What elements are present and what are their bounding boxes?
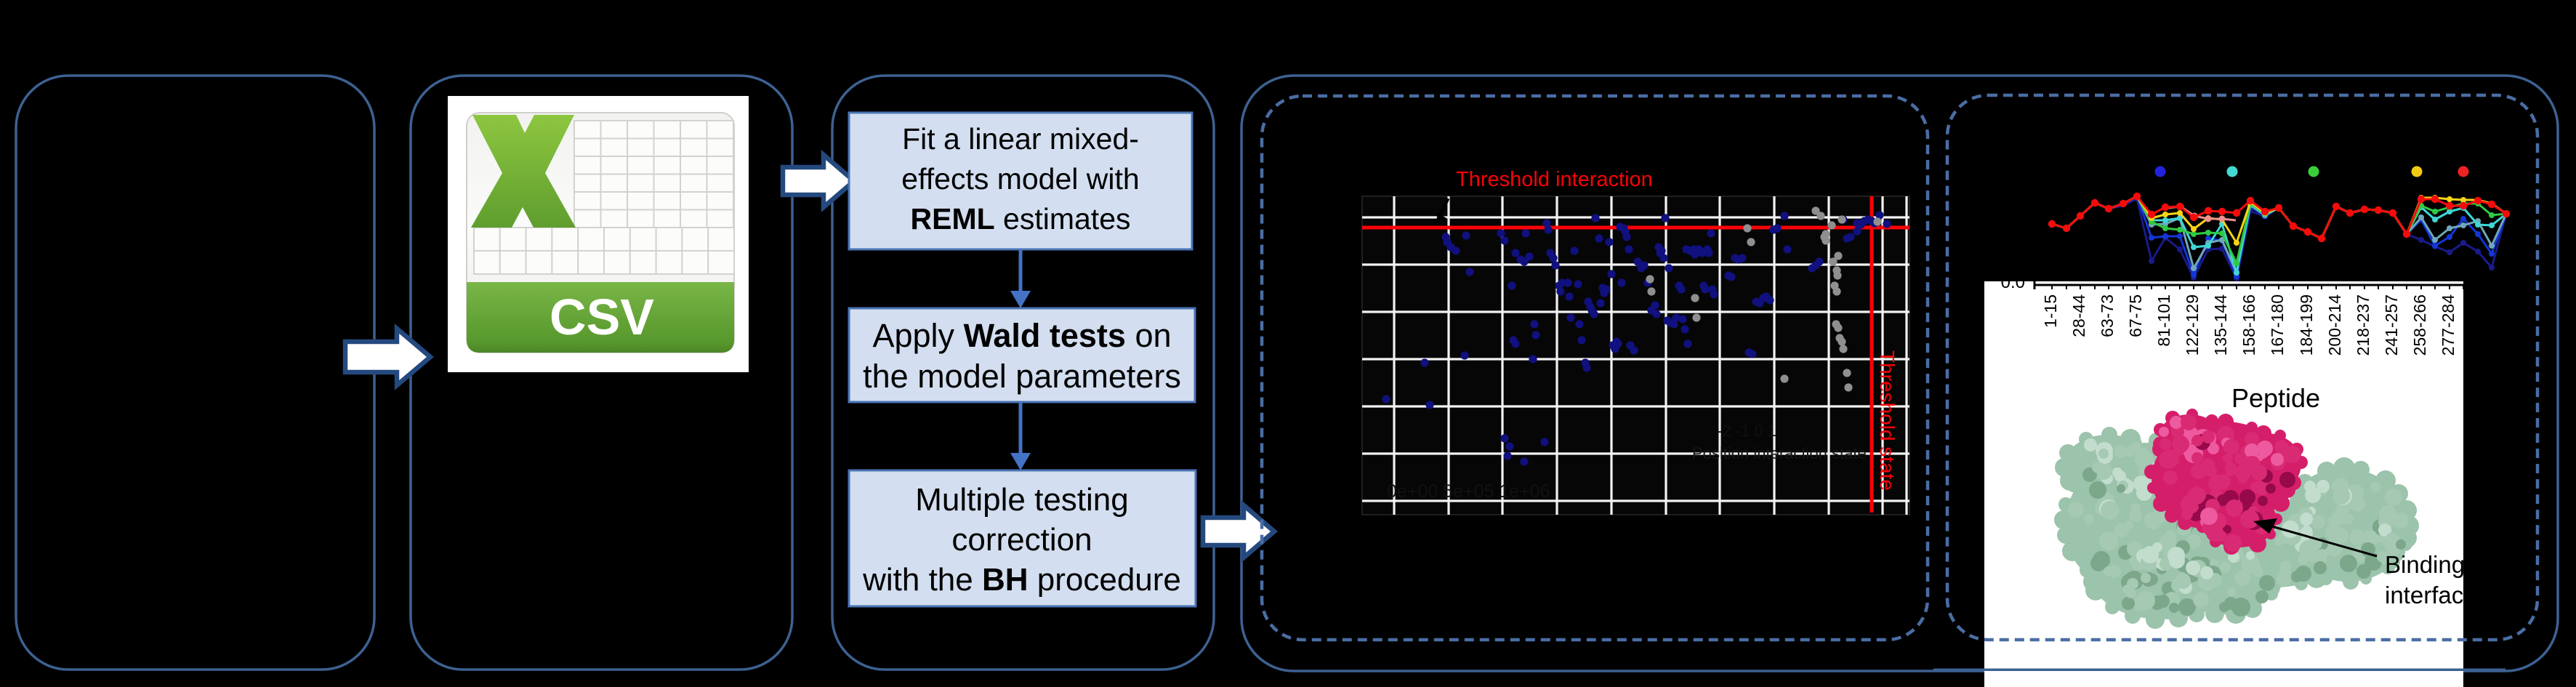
svg-text:81-101: 81-101 [2154, 294, 2173, 347]
svg-text:28-44: 28-44 [2069, 294, 2088, 337]
svg-text:effects model with: effects model with [901, 162, 1139, 196]
svg-text:-2 -1 0 1: -2 -1 0 1 [1717, 422, 1776, 440]
svg-text:REML estimates: REML estimates [911, 202, 1131, 236]
svg-text:Threshold interaction: Threshold interaction [1456, 168, 1653, 191]
svg-text:184-199: 184-199 [2297, 294, 2316, 355]
svg-text:158-166: 158-166 [2239, 294, 2258, 355]
svg-text:0e+00 5e+05 1e+06: 0e+00 5e+05 1e+06 [1387, 481, 1550, 502]
svg-text:CSV: CSV [550, 289, 654, 345]
svg-text:167-180: 167-180 [2268, 294, 2287, 355]
svg-text:the model parameters: the model parameters [863, 358, 1181, 395]
svg-text:67-75: 67-75 [2126, 294, 2145, 337]
svg-text:258-266: 258-266 [2410, 294, 2429, 355]
svg-text:1-15: 1-15 [2041, 294, 2060, 328]
svg-text:200-214: 200-214 [2325, 294, 2344, 356]
svg-text:Peptide: Peptide [2231, 383, 2320, 413]
svg-text:with the BH procedure: with the BH procedure [862, 562, 1181, 598]
svg-text:277-284: 277-284 [2439, 294, 2458, 356]
svg-text:218-237: 218-237 [2354, 294, 2372, 355]
svg-text:Multiple testing: Multiple testing [915, 482, 1128, 518]
svg-text:0.0: 0.0 [2001, 273, 2025, 292]
svg-text:Position interaction state: Position interaction state [1692, 444, 1867, 462]
svg-text:Threshold state: Threshold state [1876, 350, 1899, 491]
svg-text:interface: interface [2385, 582, 2477, 608]
svg-text:122-129: 122-129 [2183, 294, 2202, 355]
svg-text:correction: correction [951, 522, 1092, 558]
svg-text:135-144: 135-144 [2211, 294, 2230, 356]
svg-text:Fit a linear mixed-: Fit a linear mixed- [902, 122, 1139, 156]
svg-text:Binding: Binding [2385, 551, 2465, 578]
svg-text:Apply Wald tests on: Apply Wald tests on [872, 317, 1171, 354]
svg-text:241-257: 241-257 [2382, 294, 2401, 355]
svg-text:63-73: 63-73 [2098, 294, 2117, 337]
